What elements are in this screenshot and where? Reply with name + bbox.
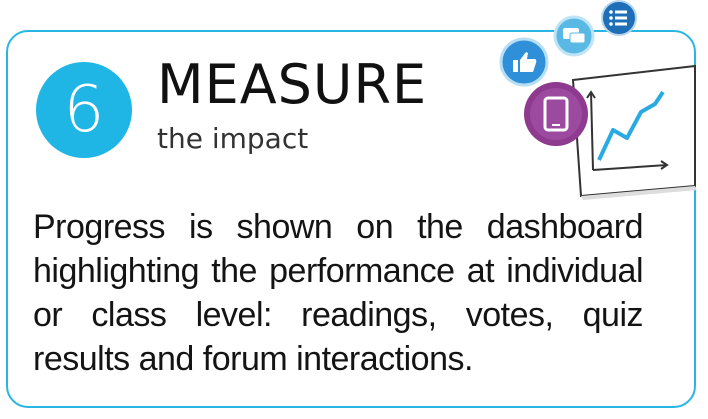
thumbs-up-icon <box>499 37 549 87</box>
chart-board-icon <box>571 64 697 200</box>
step-subtitle: the impact <box>157 122 309 155</box>
step-number-badge: 6 <box>36 62 132 158</box>
analytics-illustration <box>499 0 697 200</box>
step-description: Progress is shown on the dashboard highl… <box>33 208 644 378</box>
tablet-icon <box>524 82 588 146</box>
list-icon <box>601 0 637 36</box>
step-number: 6 <box>63 73 105 147</box>
step-title: MEASURE <box>157 53 428 116</box>
chat-icon <box>553 15 595 57</box>
